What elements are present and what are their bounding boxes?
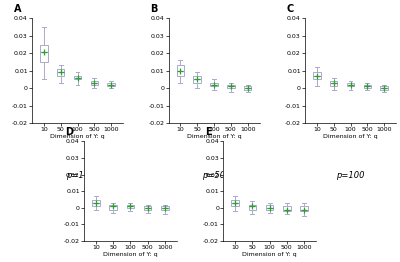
Text: B: B xyxy=(150,4,158,14)
PathPatch shape xyxy=(313,73,320,79)
PathPatch shape xyxy=(109,205,117,210)
X-axis label: Dimension of Y: q: Dimension of Y: q xyxy=(103,252,158,257)
Text: A: A xyxy=(14,4,21,14)
PathPatch shape xyxy=(144,206,152,210)
PathPatch shape xyxy=(380,86,388,90)
PathPatch shape xyxy=(90,81,98,85)
PathPatch shape xyxy=(57,69,64,76)
X-axis label: Dimension of Y: q: Dimension of Y: q xyxy=(50,134,105,139)
PathPatch shape xyxy=(248,205,256,210)
PathPatch shape xyxy=(126,205,134,208)
PathPatch shape xyxy=(244,86,252,90)
PathPatch shape xyxy=(176,66,184,76)
PathPatch shape xyxy=(108,83,115,86)
Text: p=100: p=100 xyxy=(336,171,365,180)
PathPatch shape xyxy=(266,205,274,210)
PathPatch shape xyxy=(161,206,169,210)
Text: p=10: p=10 xyxy=(66,171,89,180)
PathPatch shape xyxy=(300,206,308,211)
Text: E: E xyxy=(205,128,211,138)
PathPatch shape xyxy=(92,200,100,206)
X-axis label: Dimension of Y: q: Dimension of Y: q xyxy=(323,134,378,139)
PathPatch shape xyxy=(227,85,235,88)
Text: p=50: p=50 xyxy=(202,171,226,180)
X-axis label: Dimension of Y: q: Dimension of Y: q xyxy=(242,252,297,257)
Text: D: D xyxy=(66,128,74,138)
Text: C: C xyxy=(287,4,294,14)
PathPatch shape xyxy=(283,206,291,211)
PathPatch shape xyxy=(193,76,201,83)
PathPatch shape xyxy=(330,81,338,86)
PathPatch shape xyxy=(74,76,81,79)
PathPatch shape xyxy=(364,85,371,88)
X-axis label: Dimension of Y: q: Dimension of Y: q xyxy=(187,134,241,139)
PathPatch shape xyxy=(231,200,239,206)
PathPatch shape xyxy=(347,83,354,86)
PathPatch shape xyxy=(40,45,48,62)
PathPatch shape xyxy=(210,83,218,86)
